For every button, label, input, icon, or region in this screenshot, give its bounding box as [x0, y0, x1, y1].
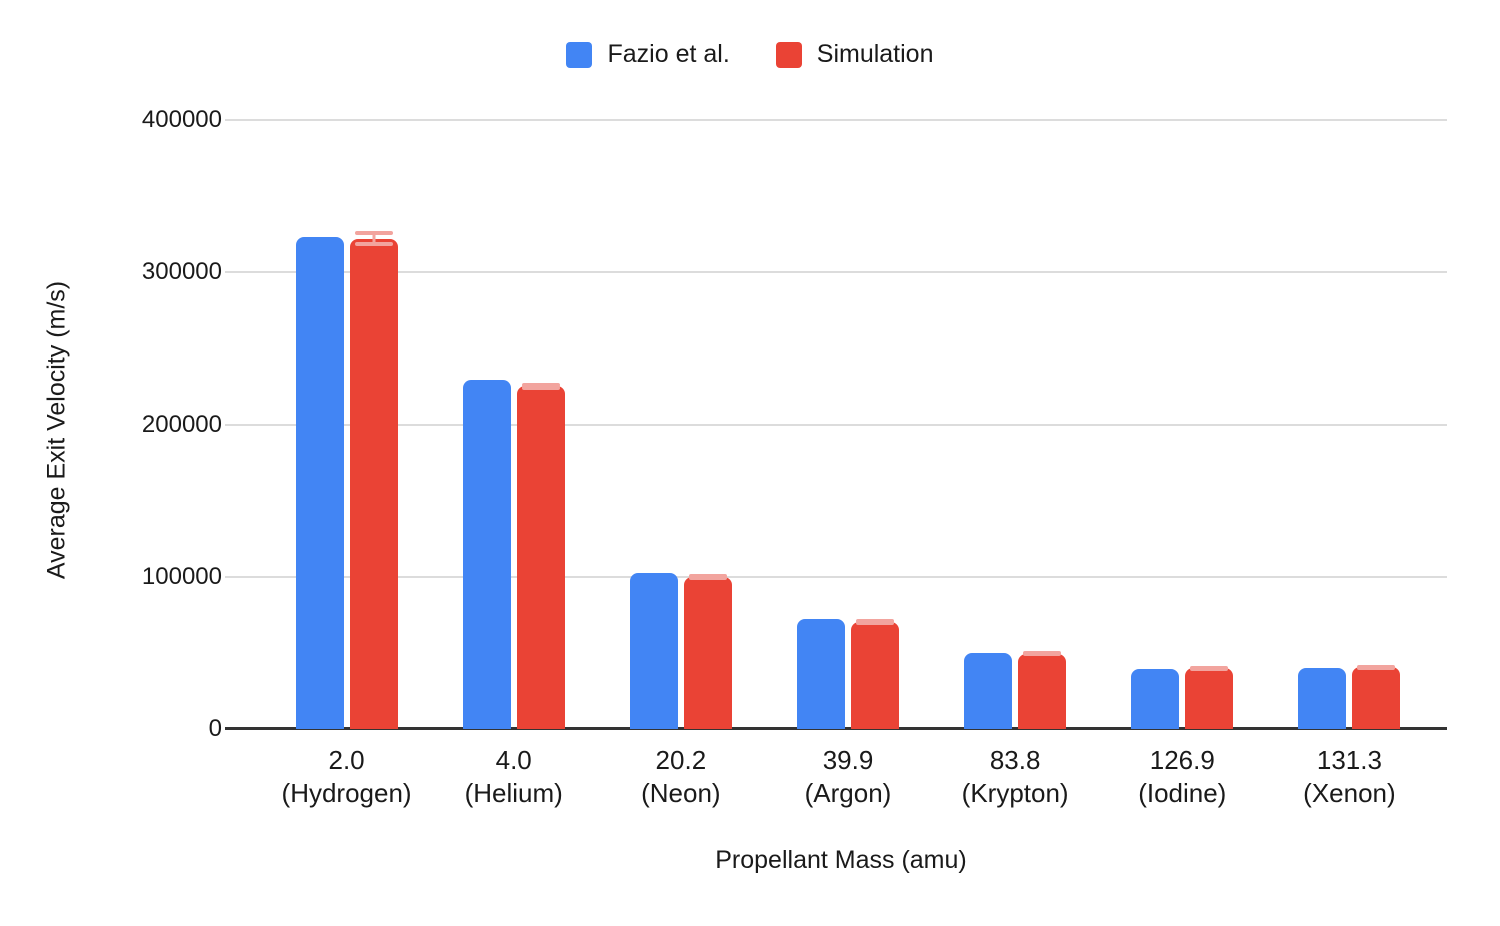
error-bar-cap-bottom [688, 575, 727, 580]
error-bar [688, 573, 727, 580]
x-category-label-iodine: 126.9 (Iodine) [1099, 744, 1266, 810]
error-bar [1023, 651, 1062, 656]
bar-groups [235, 120, 1447, 729]
error-bar-cap-bottom [1190, 665, 1229, 670]
error-bar-cap-bottom [521, 386, 560, 391]
error-bar-cap-bottom [1357, 664, 1396, 669]
error-bar-cap-bottom [1023, 651, 1062, 656]
fazio-et-al-bar [462, 380, 511, 729]
bar-group-krypton [932, 120, 1099, 729]
y-tick-label: 0 [208, 715, 222, 742]
x-axis-title: Propellant Mass (amu) [715, 846, 967, 874]
legend-item-fazio-et-al: Fazio et al. [566, 40, 730, 69]
y-tick-label: 100000 [141, 562, 222, 590]
y-tick-label: 400000 [141, 106, 222, 133]
x-category-mass: 4.0 [495, 745, 532, 775]
x-category-element: (Helium) [464, 778, 563, 808]
plot-area [225, 119, 1447, 730]
legend-item-simulation: Simulation [775, 40, 934, 69]
x-category-label-helium: 4.0 (Helium) [430, 744, 597, 810]
x-category-element: (Hydrogen) [281, 778, 412, 808]
x-category-label-xenon: 131.3 (Xenon) [1266, 744, 1433, 810]
x-category-label-neon: 20.2 (Neon) [597, 744, 764, 810]
simulation-bar [516, 382, 565, 729]
x-category-element: (Argon) [804, 778, 892, 808]
bar-group-argon [764, 120, 931, 729]
error-bar [855, 618, 894, 625]
bar-group-xenon [1266, 120, 1433, 729]
x-category-element: (Xenon) [1303, 778, 1396, 808]
simulation-bar [1185, 665, 1234, 729]
fazio-et-al-bar [295, 237, 344, 729]
error-bar-cap-bottom [354, 242, 393, 247]
x-category-mass: 83.8 [989, 745, 1041, 775]
x-category-mass: 131.3 [1316, 745, 1382, 775]
fazio-et-al-bar [1298, 668, 1347, 729]
legend: Fazio et al. Simulation [0, 40, 1500, 69]
error-bar-cap-bottom [855, 620, 894, 625]
x-category-element: (Krypton) [961, 778, 1069, 808]
gridline [225, 575, 1447, 578]
x-axis-category-labels: 2.0 (Hydrogen) 4.0 (Helium) 20.2 (Neon) 39.9 (A… [235, 744, 1447, 810]
x-category-mass: 2.0 [328, 745, 365, 775]
y-tick-label: 300000 [141, 258, 222, 286]
gridline [225, 119, 1447, 121]
x-category-label-hydrogen: 2.0 (Hydrogen) [263, 744, 430, 810]
simulation-bar [1018, 651, 1067, 729]
legend-swatch-icon [566, 41, 593, 68]
x-category-mass: 20.2 [655, 745, 707, 775]
gridline [225, 271, 1447, 274]
bar-group-neon [597, 120, 764, 729]
simulation-bar [1352, 664, 1401, 729]
x-category-label-krypton: 83.8 (Krypton) [932, 744, 1099, 810]
y-tick-label: 200000 [141, 410, 222, 438]
fazio-et-al-bar [629, 572, 678, 729]
simulation-bar [683, 573, 732, 729]
legend-label: Fazio et al. [607, 40, 730, 68]
simulation-bar [850, 618, 899, 729]
error-bar [354, 231, 393, 247]
x-category-mass: 39.9 [822, 745, 874, 775]
x-category-mass: 126.9 [1149, 745, 1215, 775]
x-category-label-argon: 39.9 (Argon) [764, 744, 931, 810]
fazio-et-al-bar [964, 652, 1013, 729]
error-bar [1357, 664, 1396, 670]
x-category-element: (Iodine) [1138, 778, 1227, 808]
y-axis-tick-labels: 0 100000 200000 300000 400000 [0, 106, 222, 742]
fazio-et-al-bar [1131, 668, 1180, 729]
bar-group-helium [430, 120, 597, 729]
fazio-et-al-bar [796, 618, 845, 729]
legend-label: Simulation [816, 40, 934, 68]
bar-group-iodine [1099, 120, 1266, 729]
bar-group-hydrogen [263, 120, 430, 729]
simulation-bar [349, 231, 398, 729]
x-category-element: (Neon) [641, 778, 721, 808]
error-bar [1190, 665, 1229, 671]
legend-swatch-icon [775, 41, 802, 68]
error-bar [521, 382, 560, 391]
error-bar-vline [372, 233, 376, 245]
gridline [225, 423, 1447, 426]
